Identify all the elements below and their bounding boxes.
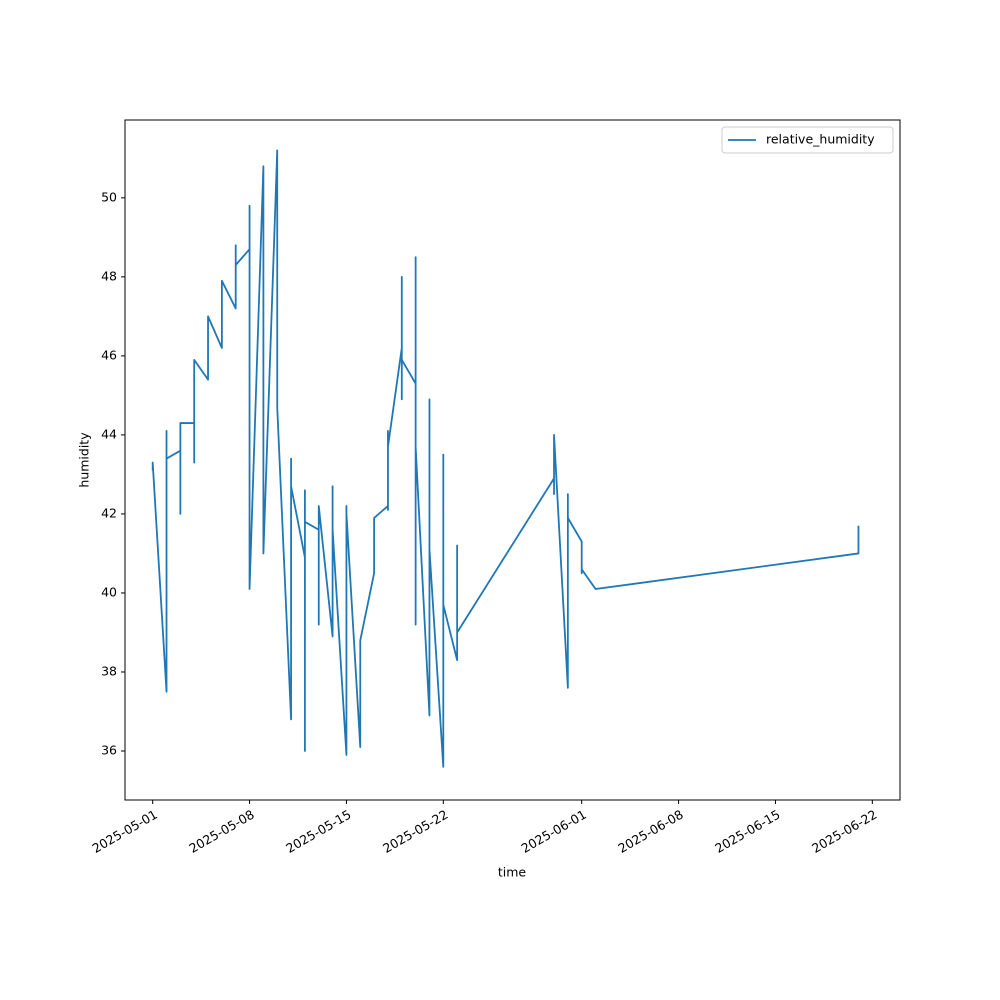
y-tick-label: 40 xyxy=(101,584,117,599)
plot-frame xyxy=(124,119,901,801)
y-tick-label: 36 xyxy=(101,743,117,758)
y-tick-label: 42 xyxy=(101,505,117,520)
x-tick-label: 2025-05-22 xyxy=(380,807,450,856)
data-line xyxy=(151,149,860,768)
x-tick-label: 2025-05-08 xyxy=(186,807,256,856)
x-axis-label: time xyxy=(498,865,527,880)
x-tick-label: 2025-05-15 xyxy=(283,807,353,856)
legend-label: relative_humidity xyxy=(766,132,875,147)
y-tick-label: 44 xyxy=(101,426,117,441)
x-tick-label: 2025-06-08 xyxy=(615,807,685,856)
x-tick-label: 2025-05-01 xyxy=(90,807,160,856)
y-tick-label: 38 xyxy=(101,663,117,678)
y-tick-label: 48 xyxy=(101,268,117,283)
legend-box xyxy=(721,126,894,154)
y-tick-label: 50 xyxy=(101,189,117,204)
x-tick-label: 2025-06-15 xyxy=(712,807,782,856)
x-tick-label: 2025-06-01 xyxy=(519,807,589,856)
x-tick-label: 2025-06-22 xyxy=(809,807,879,856)
y-axis-label: humidity xyxy=(77,432,92,488)
y-tick-label: 46 xyxy=(101,347,117,362)
